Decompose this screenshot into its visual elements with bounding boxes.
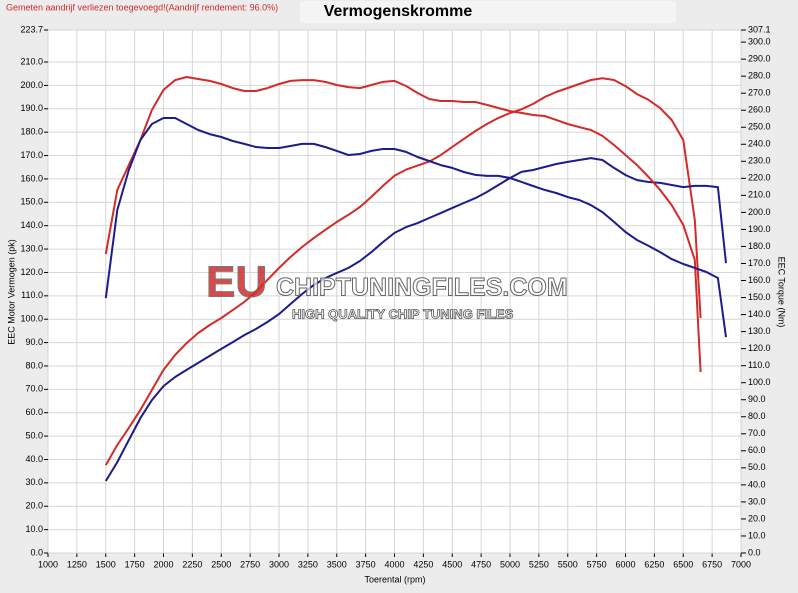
y2-tick-label: 220.0 <box>748 173 771 183</box>
x-tick-label: 4250 <box>413 559 433 569</box>
y-tick-label: 200.0 <box>20 80 43 90</box>
x-tick-label: 3250 <box>298 559 318 569</box>
series-line <box>104 76 702 373</box>
y-tick-label: 110.0 <box>21 290 43 300</box>
watermark-logo: EU <box>206 258 267 307</box>
x-tick-label: 1750 <box>125 559 145 569</box>
x-tick-label: 6750 <box>702 559 722 569</box>
y2-tick-label: 240.0 <box>748 139 771 149</box>
y2-tick-label: 40.0 <box>748 479 766 489</box>
x-tick-label: 7000 <box>731 559 751 569</box>
y-tick-label: 50.0 <box>25 430 43 440</box>
y2-tick-label: 280.0 <box>748 71 771 81</box>
y-tick-label: 190.0 <box>20 103 43 113</box>
x-axis-label: Toerental (rpm) <box>364 574 425 584</box>
y2-tick-label: 190.0 <box>748 224 771 234</box>
x-tick-label: 4000 <box>384 559 404 569</box>
x-tick-label: 4500 <box>442 559 462 569</box>
y2-tick-label: 100.0 <box>748 377 771 387</box>
y-tick-label: 60.0 <box>25 407 43 417</box>
y-tick-label: 160.0 <box>20 173 43 183</box>
series-line <box>104 77 702 466</box>
y2-tick-label: 120.0 <box>748 343 771 353</box>
x-tick-label: 5750 <box>587 559 607 569</box>
y2-tick-label: 110.0 <box>748 360 770 370</box>
y-tick-label: 223.7 <box>20 24 43 34</box>
y2-tick-label: 90.0 <box>748 394 766 404</box>
y-tick-label: 80.0 <box>25 360 43 370</box>
x-tick-label: 3750 <box>356 559 376 569</box>
y-tick-label: 120.0 <box>20 267 43 277</box>
y-tick-label: 130.0 <box>20 243 43 253</box>
y-tick-label: 170.0 <box>20 150 43 160</box>
y2-tick-label: 20.0 <box>748 513 766 523</box>
series-line <box>104 117 727 338</box>
y2-tick-label: 270.0 <box>748 88 771 98</box>
x-tick-label: 5500 <box>558 559 578 569</box>
y2-tick-label: 160.0 <box>748 275 771 285</box>
y2-tick-label: 250.0 <box>748 122 771 132</box>
y-tick-label: 150.0 <box>20 197 43 207</box>
y2-tick-label: 60.0 <box>748 445 766 455</box>
y-tick-label: 180.0 <box>20 127 43 137</box>
x-tick-label: 5250 <box>529 559 549 569</box>
y2-tick-label: 230.0 <box>748 156 771 166</box>
y2-tick-label: 30.0 <box>748 496 766 506</box>
x-tick-label: 5000 <box>500 559 520 569</box>
y2-tick-label: 210.0 <box>748 190 771 200</box>
x-tick-label: 3500 <box>327 559 347 569</box>
x-tick-label: 4750 <box>471 559 491 569</box>
y-tick-label: 30.0 <box>25 477 43 487</box>
y-tick-label: 210.0 <box>20 56 43 66</box>
y2-tick-label: 50.0 <box>748 462 766 472</box>
y2-tick-label: 150.0 <box>748 292 771 302</box>
y2-tick-label: 170.0 <box>748 258 771 268</box>
x-tick-label: 2750 <box>240 559 260 569</box>
subtitle: Gemeten aandrijf verliezen toegevoegd!(A… <box>6 2 278 12</box>
series-line <box>104 157 727 482</box>
y-axis-label: EEC Motor Vermogen (pk) <box>6 239 16 345</box>
y2-tick-label: 130.0 <box>748 326 771 336</box>
y2-tick-label: 0.0 <box>748 547 761 557</box>
y-tick-label: 40.0 <box>25 454 43 464</box>
x-tick-label: 2000 <box>153 559 173 569</box>
y2-tick-label: 140.0 <box>748 309 771 319</box>
x-tick-label: 1500 <box>96 559 116 569</box>
y2-tick-label: 70.0 <box>748 428 766 438</box>
x-tick-label: 6000 <box>615 559 635 569</box>
x-tick-label: 2250 <box>182 559 202 569</box>
y-tick-label: 10.0 <box>25 524 43 534</box>
y-tick-label: 20.0 <box>25 501 43 511</box>
y2-tick-label: 290.0 <box>748 53 771 63</box>
y2-tick-label: 300.0 <box>748 36 771 46</box>
title-box <box>300 1 676 23</box>
watermark-slogan: HIGH QUALITY CHIP TUNING FILES <box>292 306 514 321</box>
y-tick-label: 0.0 <box>30 547 43 557</box>
chart-title: Vermogenskromme <box>324 3 473 20</box>
y2-axis-label: EEC Torque (Nm) <box>777 257 787 328</box>
y-tick-label: 100.0 <box>20 314 43 324</box>
x-tick-label: 2500 <box>211 559 231 569</box>
y2-tick-label: 260.0 <box>748 105 771 115</box>
x-tick-label: 1000 <box>38 559 58 569</box>
x-tick-label: 3000 <box>269 559 289 569</box>
y2-tick-label: 200.0 <box>748 207 771 217</box>
x-tick-label: 6250 <box>644 559 664 569</box>
y-tick-label: 90.0 <box>25 337 43 347</box>
y-tick-label: 140.0 <box>20 220 43 230</box>
x-tick-label: 1250 <box>67 559 87 569</box>
y2-tick-label: 307.1 <box>748 24 771 34</box>
x-tick-label: 6500 <box>673 559 693 569</box>
y2-tick-label: 10.0 <box>748 530 766 540</box>
y-tick-label: 70.0 <box>25 384 43 394</box>
y2-tick-label: 180.0 <box>748 241 771 251</box>
plot: 1000 1250 1500 1750 2000 2250 2500 2750 3000 3250… <box>20 24 770 569</box>
y2-tick-label: 80.0 <box>748 411 766 421</box>
watermark-site: CHIPTUNINGFILES.COM <box>276 274 568 302</box>
